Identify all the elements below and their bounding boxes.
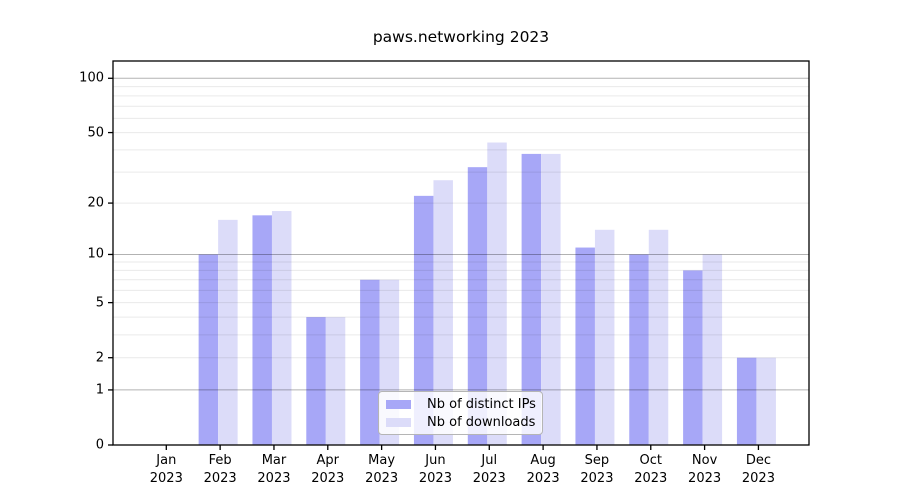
chart-title: paws.networking 2023 xyxy=(372,28,550,46)
bar-distinct-ips-aug xyxy=(521,153,542,445)
legend-label-downloads: Nb of downloads xyxy=(427,414,536,430)
legend: Nb of distinct IPs Nb of downloads xyxy=(378,391,543,435)
x-tick-label-nov: Nov 2023 xyxy=(688,453,722,487)
x-tick-label-may: May 2023 xyxy=(365,453,399,487)
legend-item-downloads: Nb of downloads xyxy=(386,414,536,430)
bar-distinct-ips-mar xyxy=(252,215,272,445)
x-tick-label-feb: Feb 2023 xyxy=(203,453,237,487)
bar-downloads-jun xyxy=(433,180,453,445)
x-tick-label-dec: Dec 2023 xyxy=(741,453,775,487)
y-tick-label-50: 50 xyxy=(87,125,104,141)
bar-distinct-ips-oct xyxy=(629,254,649,445)
bar-downloads-nov xyxy=(702,254,723,445)
bar-downloads-apr xyxy=(325,317,346,445)
legend-item-distinct-ips: Nb of distinct IPs xyxy=(386,396,536,412)
x-tick-label-mar: Mar 2023 xyxy=(257,453,291,487)
x-tick-label-jan: Jan 2023 xyxy=(149,453,183,487)
legend-label-distinct-ips: Nb of distinct IPs xyxy=(427,396,536,412)
bar-distinct-ips-jun xyxy=(413,195,434,445)
x-tick-label-sep: Sep 2023 xyxy=(580,453,614,487)
bar-downloads-aug xyxy=(541,153,561,445)
x-tick-label-apr: Apr 2023 xyxy=(311,453,345,487)
legend-swatch-downloads xyxy=(386,417,411,427)
bar-distinct-ips-may xyxy=(360,279,380,445)
bar-distinct-ips-feb xyxy=(198,254,219,445)
y-tick-label-20: 20 xyxy=(87,195,104,211)
y-tick-label-100: 100 xyxy=(79,70,104,86)
bar-distinct-ips-nov xyxy=(683,270,703,445)
bar-distinct-ips-dec xyxy=(736,357,757,445)
bar-downloads-feb xyxy=(218,219,238,445)
y-tick-label-0: 0 xyxy=(95,437,104,453)
bar-downloads-mar xyxy=(271,211,292,445)
bar-downloads-oct xyxy=(648,229,669,445)
x-tick-label-jul: Jul 2023 xyxy=(472,453,506,487)
y-tick-label-2: 2 xyxy=(95,350,104,366)
bar-downloads-jul xyxy=(487,142,507,445)
bar-downloads-sep xyxy=(594,229,615,445)
y-tick-label-5: 5 xyxy=(95,295,104,311)
bar-distinct-ips-apr xyxy=(306,317,326,445)
bar-distinct-ips-jul xyxy=(467,167,488,445)
x-tick-label-oct: Oct 2023 xyxy=(634,453,668,487)
legend-swatch-distinct-ips xyxy=(386,399,411,409)
y-tick-label-10: 10 xyxy=(87,246,104,262)
x-tick-label-aug: Aug 2023 xyxy=(526,453,560,487)
bar-downloads-dec xyxy=(756,357,776,445)
bar-distinct-ips-sep xyxy=(575,247,595,445)
x-tick-label-jun: Jun 2023 xyxy=(418,453,452,487)
y-tick-label-1: 1 xyxy=(95,382,104,398)
axes-box xyxy=(112,60,810,446)
